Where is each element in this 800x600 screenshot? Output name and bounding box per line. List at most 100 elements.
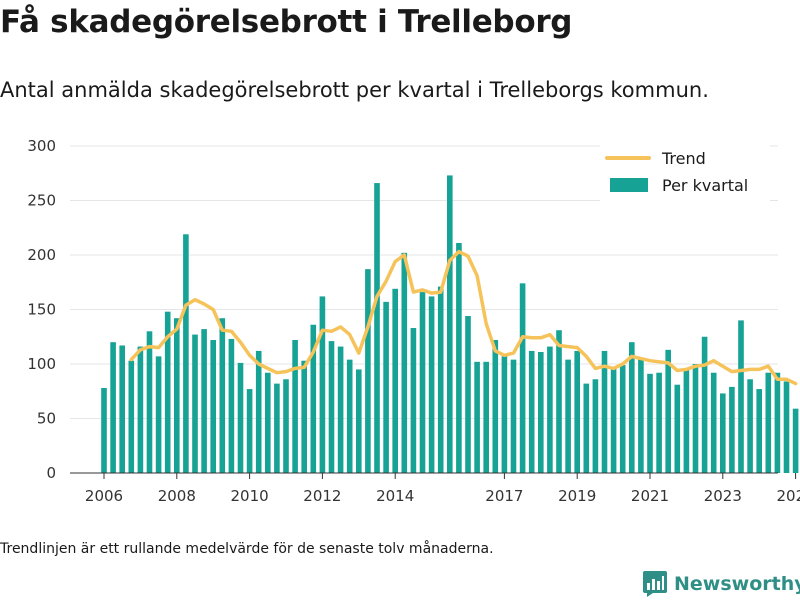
bar: [547, 346, 553, 473]
bar: [747, 379, 753, 473]
bar: [210, 340, 216, 473]
bar: [710, 372, 717, 473]
brand-logo[interactable]: Newsworthy: [643, 569, 800, 599]
trend-line: [129, 249, 798, 386]
brand-name: Newsworthy: [674, 573, 800, 595]
y-tick-label: 0: [46, 464, 56, 482]
bar: [683, 369, 690, 473]
bar: [656, 372, 662, 473]
chart-title: Få skadegörelsebrott i Trelleborg: [0, 4, 573, 40]
chart-subtitle: Antal anmälda skadegörelsebrott per kvar…: [0, 78, 709, 102]
x-tick-label: 2006: [85, 487, 123, 505]
bar: [756, 389, 762, 473]
bar: [437, 286, 444, 473]
bar: [692, 364, 699, 473]
bar: [538, 352, 544, 473]
bar: [174, 318, 180, 473]
bar: [119, 345, 125, 473]
x-tick-label: 2017: [485, 487, 523, 505]
bar: [792, 408, 799, 473]
bar: [237, 362, 244, 473]
bar: [465, 316, 471, 473]
trend-series: [129, 249, 798, 386]
bar: [701, 336, 708, 473]
bar: [101, 387, 107, 473]
bar: [419, 292, 426, 473]
bar: [356, 369, 362, 473]
bar: [528, 350, 535, 473]
bar: [392, 288, 398, 473]
bar: [246, 389, 253, 473]
bar: [265, 372, 271, 473]
bar: [501, 356, 508, 473]
bar: [638, 358, 644, 473]
y-tick-label: 300: [27, 137, 56, 155]
chart-area: 0 50 100 150 200 250 300 2006 2008 2010 2012 2014 20…: [27, 137, 800, 505]
bar: [137, 346, 144, 473]
bar: [310, 324, 317, 473]
bar: [665, 349, 671, 473]
bar: [456, 243, 462, 473]
x-tick-label: 2014: [376, 487, 414, 505]
bar: [774, 372, 781, 473]
bar: [283, 379, 289, 473]
legend-bar-label: Per kvartal: [662, 176, 748, 195]
bar: [192, 334, 198, 473]
bar: [365, 269, 371, 473]
bar: [474, 361, 480, 473]
y-tick-label: 250: [27, 192, 56, 210]
bar: [146, 331, 153, 473]
x-tick-label: 2019: [558, 487, 596, 505]
bar: [610, 367, 617, 473]
bar: [574, 350, 580, 473]
bar: [228, 338, 235, 473]
bar: [510, 359, 517, 473]
bar: [647, 373, 653, 473]
x-tick-label: 2023: [704, 487, 742, 505]
bar: [292, 340, 298, 473]
bar: [565, 359, 571, 473]
y-tick-label: 50: [37, 410, 56, 428]
bar: [374, 183, 380, 473]
bar: [519, 283, 526, 473]
bar: [619, 365, 626, 473]
bar: [428, 296, 435, 473]
bar: [729, 386, 735, 473]
legend-bar-swatch: [610, 178, 648, 192]
bar: [765, 372, 772, 473]
bar: [201, 329, 207, 473]
y-tick-label: 150: [27, 301, 56, 319]
bar: [255, 350, 262, 473]
bar: [592, 379, 599, 473]
bar: [319, 296, 326, 473]
legend-background: [600, 144, 770, 202]
x-tick-label: 2012: [303, 487, 341, 505]
bar-series: [101, 175, 799, 473]
bar: [328, 341, 335, 473]
footnote: Trendlinjen är ett rullande medelvärde f…: [0, 541, 494, 557]
x-tick-label: 2025: [777, 487, 800, 505]
bar: [383, 301, 389, 473]
legend-trend-label: Trend: [661, 149, 706, 168]
bar: [301, 360, 307, 473]
bar: [183, 234, 189, 473]
bar: [583, 383, 590, 473]
bar: [164, 311, 171, 473]
bar: [274, 383, 280, 473]
newsworthy-logo-icon: [643, 571, 667, 597]
bar: [128, 360, 135, 473]
bar: [401, 252, 408, 473]
bar: [219, 318, 226, 473]
bar: [447, 175, 453, 473]
legend: Trend Per kvartal: [600, 144, 770, 202]
bar: [556, 330, 562, 473]
bar: [720, 393, 726, 473]
bar: [337, 346, 344, 473]
bar: [492, 340, 499, 473]
x-tick-label: 2008: [158, 487, 196, 505]
bar: [483, 361, 489, 473]
bar: [674, 384, 681, 473]
bar: [155, 356, 162, 473]
bar: [629, 342, 635, 473]
bar: [783, 381, 790, 473]
